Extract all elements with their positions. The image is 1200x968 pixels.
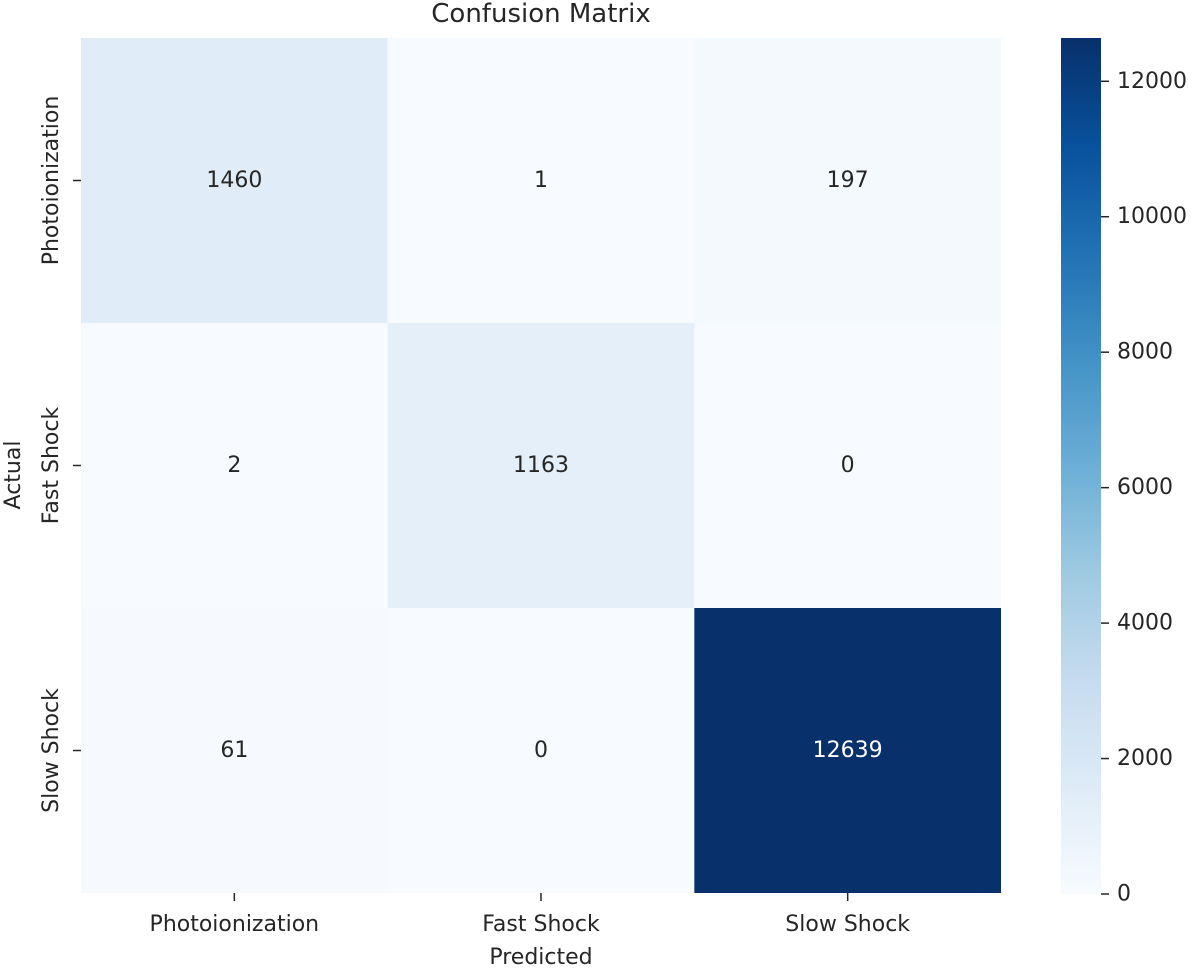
x-tick-label: Photoionization bbox=[150, 912, 320, 937]
colorbar-tick-label: 10000 bbox=[1117, 204, 1187, 229]
colorbar-tick-label: 0 bbox=[1117, 882, 1131, 907]
colorbar-tick-label: 2000 bbox=[1117, 746, 1173, 771]
y-axis-label: Actual bbox=[1, 441, 26, 510]
heatmap-cell bbox=[81, 323, 388, 608]
x-axis-label: Predicted bbox=[489, 945, 592, 968]
y-tick-label: Fast Shock bbox=[39, 407, 64, 525]
cell-value-label: 0 bbox=[841, 453, 855, 478]
colorbar-tick-label: 8000 bbox=[1117, 340, 1173, 365]
colorbar-tick-label: 4000 bbox=[1117, 611, 1173, 636]
cell-value-label: 2 bbox=[227, 453, 241, 478]
colorbar-ticks: 0 2000 4000 6000 8000 10000 12000 bbox=[1101, 69, 1187, 907]
y-tick-label: Slow Shock bbox=[39, 688, 64, 813]
cell-value-label: 12639 bbox=[813, 738, 883, 763]
y-tick-label: Photoionization bbox=[39, 96, 64, 266]
cell-value-label: 1 bbox=[534, 168, 548, 193]
heatmap-cell bbox=[694, 608, 1001, 893]
heatmap-cell bbox=[387, 608, 695, 893]
heatmap-cell bbox=[81, 608, 388, 893]
heatmap-cell bbox=[81, 38, 388, 323]
heatmap-cell bbox=[694, 323, 1001, 608]
heatmap-cell bbox=[694, 38, 1001, 323]
heatmap-cell bbox=[387, 323, 695, 608]
colorbar-tick-label: 6000 bbox=[1117, 475, 1173, 500]
heatmap-cell bbox=[387, 38, 695, 323]
cell-value-label: 61 bbox=[220, 738, 248, 763]
colorbar-tick-label: 12000 bbox=[1117, 69, 1187, 94]
colorbar bbox=[1061, 38, 1101, 894]
heatmap-cells: 1460 1 197 2 1163 0 61 0 12639 bbox=[81, 38, 1001, 893]
x-tick-label: Fast Shock bbox=[482, 912, 600, 937]
cell-value-label: 0 bbox=[534, 738, 548, 763]
cell-value-label: 1460 bbox=[206, 168, 262, 193]
chart-title: Confusion Matrix bbox=[431, 0, 650, 29]
x-tick-label: Slow Shock bbox=[785, 912, 910, 937]
cell-value-label: 1163 bbox=[513, 453, 569, 478]
y-axis: Photoionization Fast Shock Slow Shock bbox=[39, 96, 81, 813]
cell-value-label: 197 bbox=[827, 168, 869, 193]
x-axis: Photoionization Fast Shock Slow Shock bbox=[150, 893, 910, 937]
